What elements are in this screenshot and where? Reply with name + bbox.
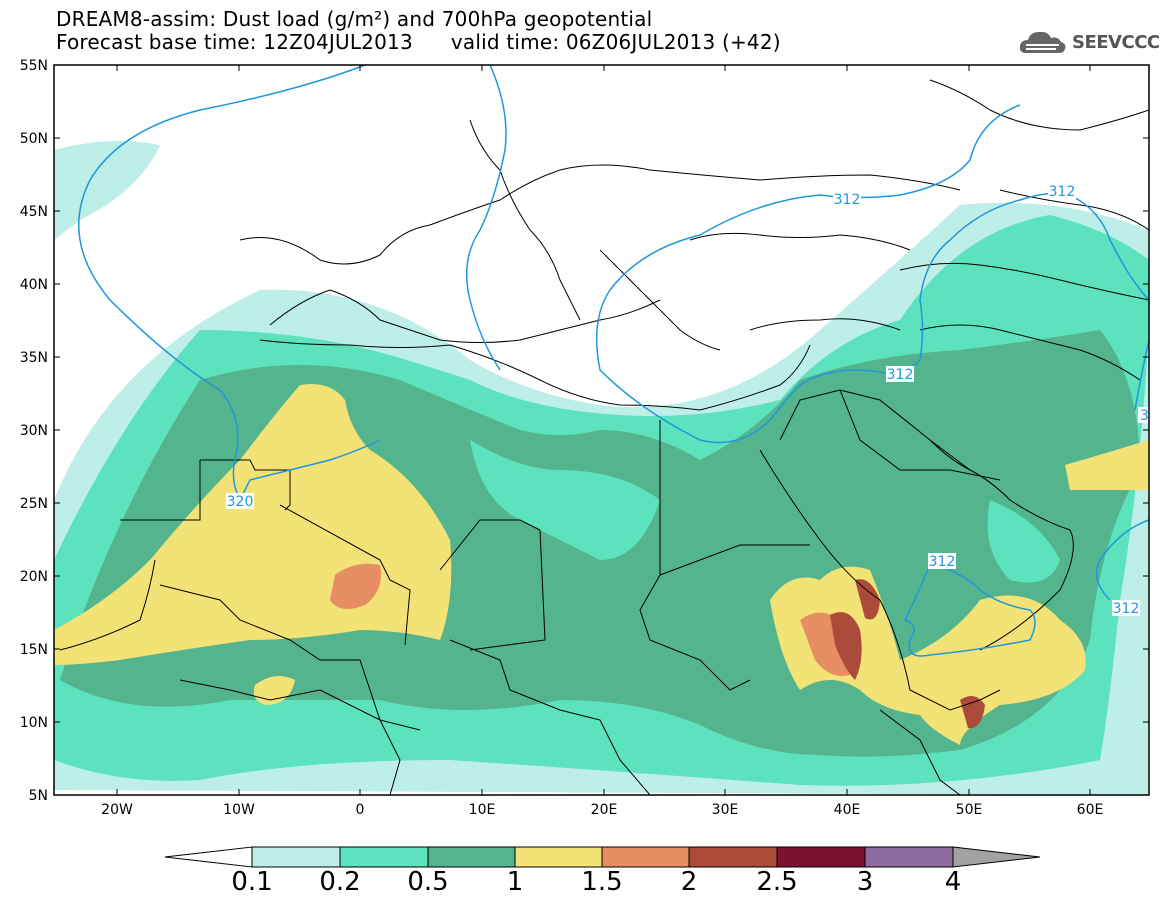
lat-tick-label: 20N xyxy=(20,569,48,585)
contour-312-a xyxy=(465,65,507,371)
dust-level-2-b xyxy=(855,579,880,620)
country-borders xyxy=(59,79,1149,795)
contour-label: 312 xyxy=(887,367,914,383)
chart-subtitle: Forecast base time: 12Z04JUL2013 valid ti… xyxy=(56,31,781,53)
lon-tick-label: 10W xyxy=(223,802,255,818)
lat-tick-label: 25N xyxy=(20,496,48,512)
contour-label: 3 xyxy=(1140,408,1149,424)
colorbar-over-arrow xyxy=(952,846,1041,868)
contour-312-c xyxy=(1134,339,1149,411)
lat-tick-label: 30N xyxy=(20,423,48,439)
lat-tick-label: 55N xyxy=(20,58,48,74)
geopotential-contours xyxy=(78,65,1149,657)
colorbar-swatch xyxy=(776,846,866,868)
lat-tick-label: 40N xyxy=(20,277,48,293)
colorbar-swatch xyxy=(514,846,603,868)
lon-tick-label: 10E xyxy=(469,802,496,818)
colorbar-swatch xyxy=(688,846,778,868)
dust-level-1-gulf xyxy=(1065,440,1149,490)
longitude-labels: 20W 10W 0 10E 20E 30E 40E 50E 60E xyxy=(101,802,1103,818)
contour-label: 312 xyxy=(1113,601,1140,617)
logo-text: SEEVCCC xyxy=(1072,31,1160,53)
lon-tick-label: 60E xyxy=(1077,802,1104,818)
colorbar-label: 4 xyxy=(944,867,962,897)
lon-tick-label: 20E xyxy=(591,802,618,818)
lon-tick-label: 0 xyxy=(356,802,365,818)
colorbar-label: 1.5 xyxy=(581,867,623,897)
contour-320 xyxy=(78,65,381,502)
colorbar-label: 1 xyxy=(506,867,524,897)
lat-tick-label: 50N xyxy=(20,131,48,147)
colorbar-label: 0.1 xyxy=(231,867,273,897)
lat-tick-label: 35N xyxy=(20,350,48,366)
lon-tick-label: 40E xyxy=(834,802,861,818)
contour-labels: 320 312 312 312 312 312 3 xyxy=(226,183,1149,617)
lon-tick-label: 30E xyxy=(712,802,739,818)
seevccc-logo: SEEVCCC xyxy=(1018,27,1160,57)
dust-level-0-5-gap2 xyxy=(987,500,1060,583)
dust-level-2 xyxy=(830,612,862,680)
colorbar-swatch xyxy=(427,846,516,868)
latitude-labels: 55N 50N 45N 40N 35N 30N 25N 20N 15N 10N … xyxy=(20,58,48,804)
cloud-icon xyxy=(1019,31,1066,53)
contour-label: 312 xyxy=(834,192,861,208)
dust-level-0-5-gap xyxy=(470,440,660,560)
dust-level-0-1-north xyxy=(54,141,160,240)
colorbar-label: 2 xyxy=(680,867,698,897)
chart-title: DREAM8-assim: Dust load (g/m²) and 700hP… xyxy=(56,7,653,31)
colorbar xyxy=(164,846,1041,868)
colorbar-swatch xyxy=(339,846,429,868)
valid-time: valid time: 06Z06JUL2013 (+42) xyxy=(450,30,781,54)
forecast-base-time: Forecast base time: 12Z04JUL2013 xyxy=(56,30,413,54)
colorbar-label: 0.5 xyxy=(407,867,449,897)
colorbar-swatch xyxy=(251,846,341,868)
colorbar-label: 0.2 xyxy=(319,867,361,897)
dust-level-1-blob xyxy=(253,676,295,705)
contour-label: 312 xyxy=(929,554,956,570)
lat-tick-label: 10N xyxy=(20,715,48,731)
dust-level-1-5 xyxy=(330,563,381,609)
colorbar-label: 3 xyxy=(856,867,874,897)
contour-label: 312 xyxy=(1049,184,1076,200)
lat-tick-label: 5N xyxy=(29,788,48,804)
lon-tick-label: 50E xyxy=(956,802,983,818)
contour-label: 320 xyxy=(227,494,254,510)
lat-tick-label: 45N xyxy=(20,204,48,220)
colorbar-swatch xyxy=(864,846,954,868)
contour-312-b xyxy=(595,104,1149,444)
lat-tick-label: 15N xyxy=(20,642,48,658)
dust-level-2-c xyxy=(960,696,985,729)
colorbar-under-arrow xyxy=(164,846,253,868)
lon-tick-label: 20W xyxy=(101,802,133,818)
colorbar-swatch xyxy=(601,846,690,868)
contour-312-d xyxy=(903,564,1036,657)
colorbar-label: 2.5 xyxy=(756,867,798,897)
contour-312-e xyxy=(1095,519,1149,601)
axis-ticks xyxy=(54,64,1149,796)
